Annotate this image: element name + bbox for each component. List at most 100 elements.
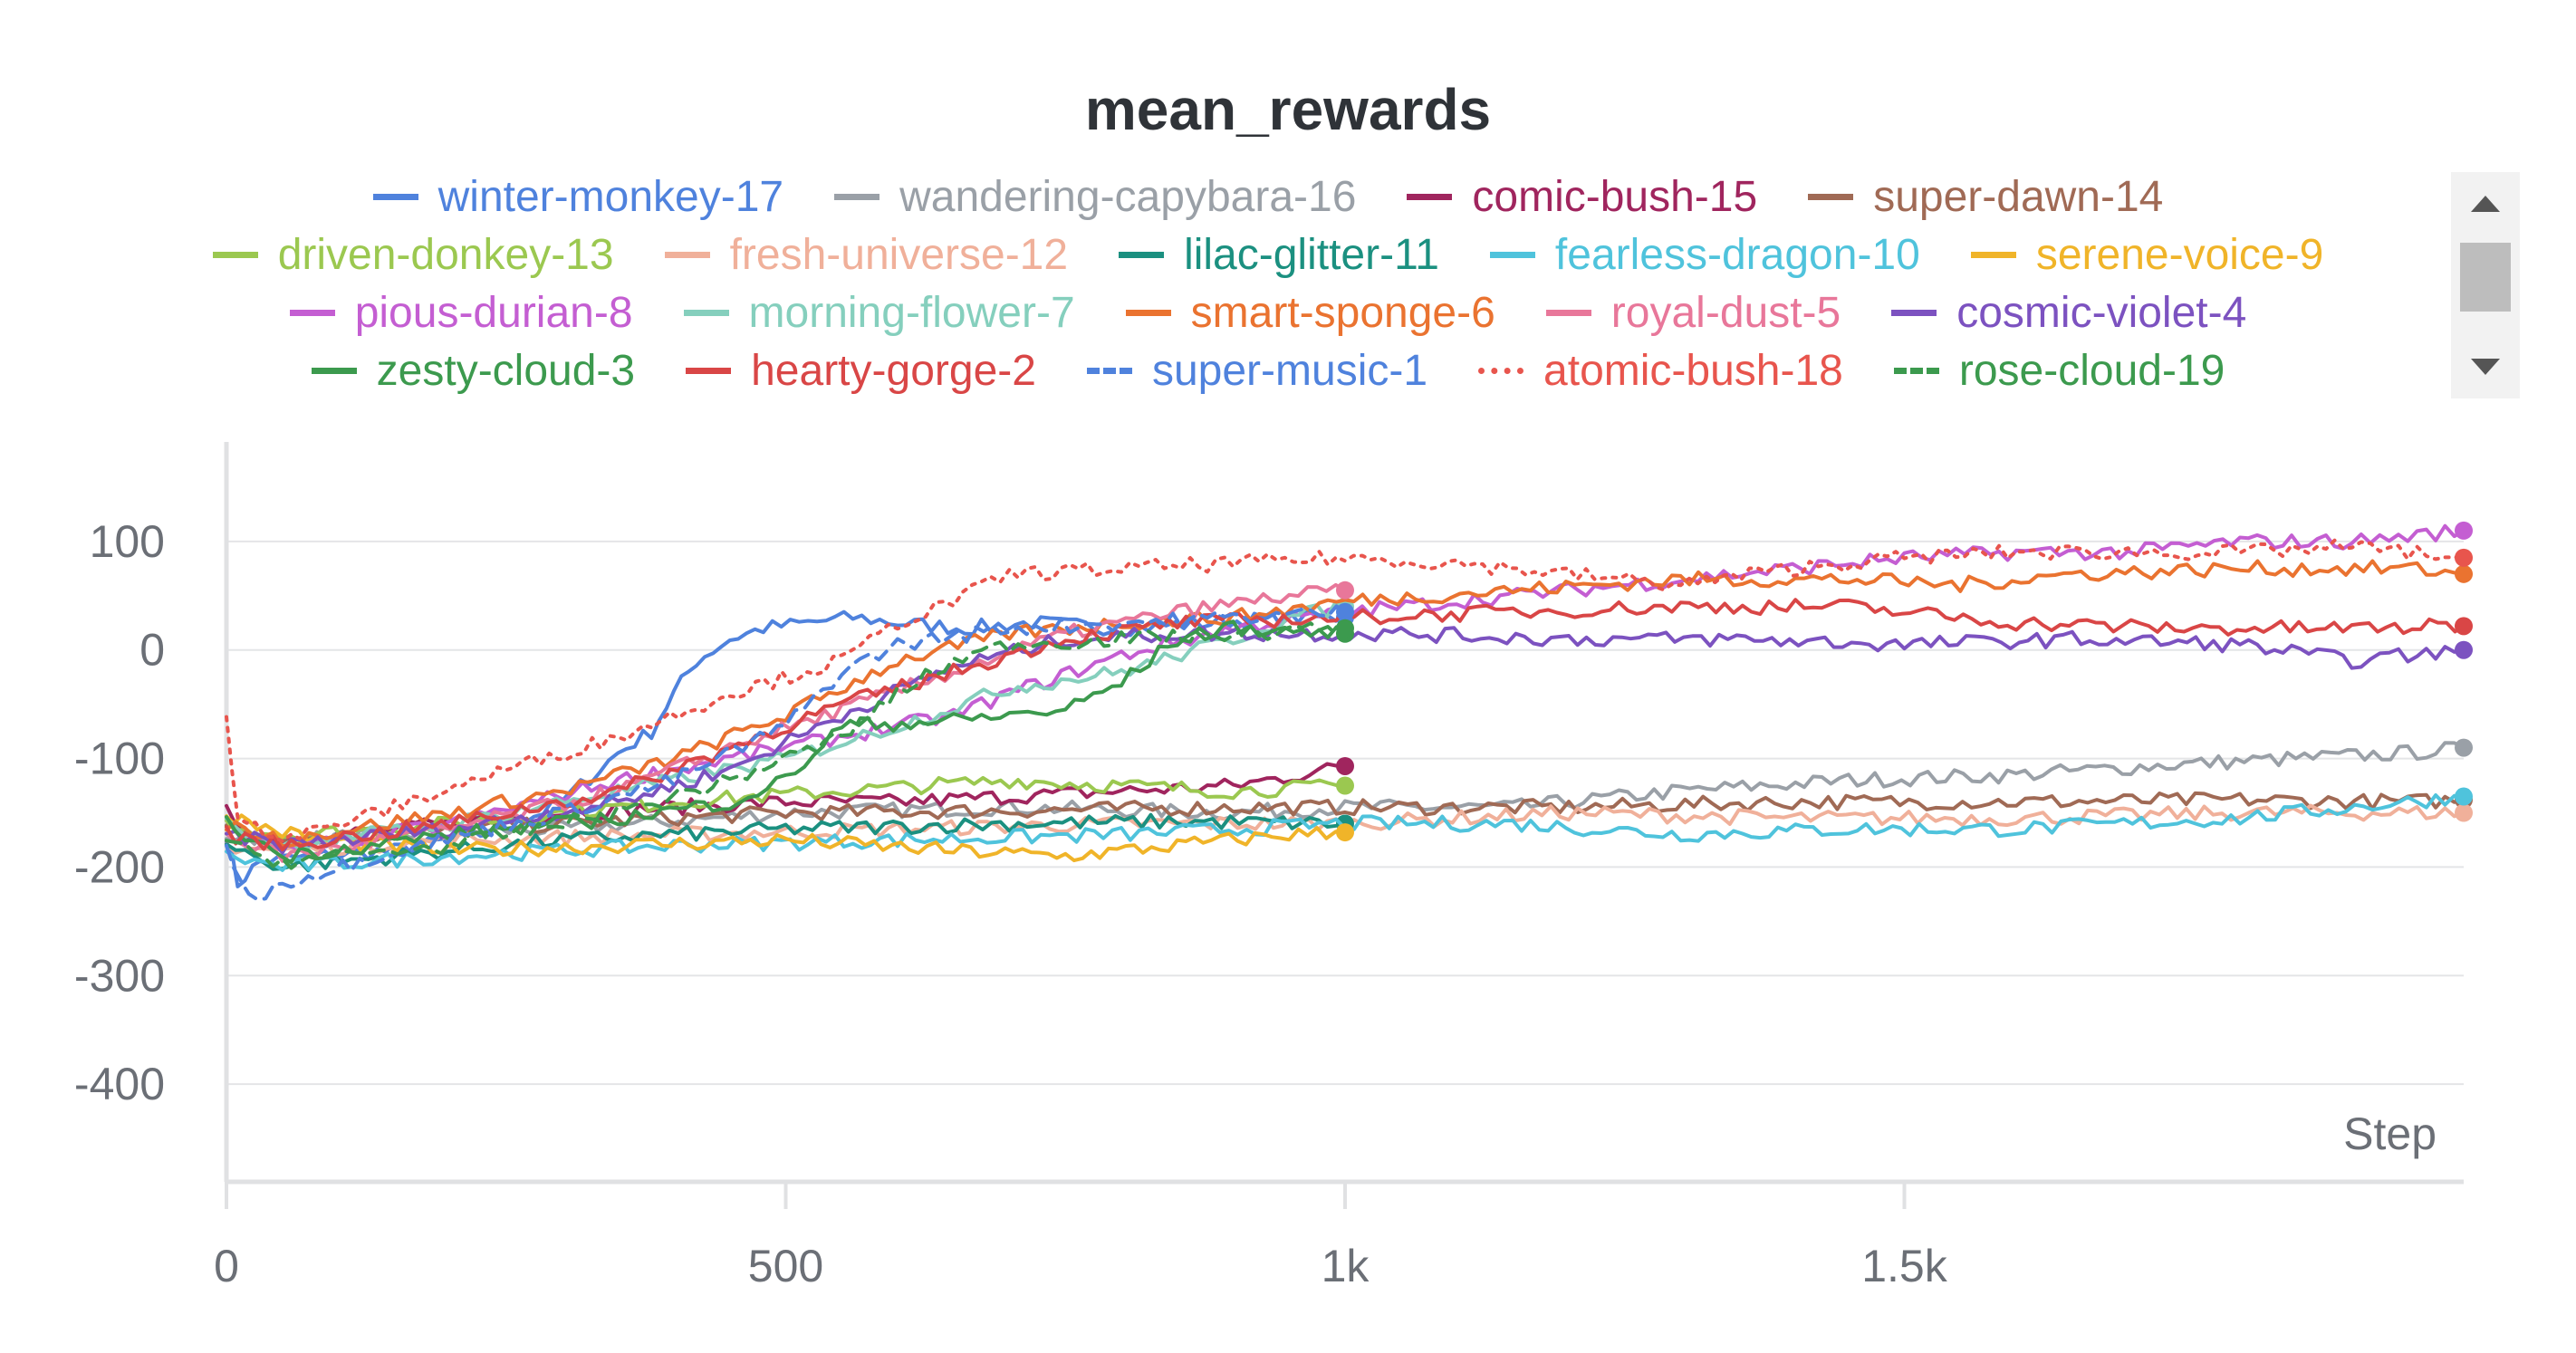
series-line-winter-monkey-17: [225, 608, 1347, 888]
series-line-rose-cloud-19: [225, 621, 1347, 870]
legend-row: winter-monkey-17 wandering-capybara-16 com…: [109, 168, 2427, 226]
legend-swatch: [212, 251, 258, 258]
legend-row: pious-durian-8 morning-flower-7 smart-spon…: [109, 283, 2427, 341]
y-tick-label: -100: [74, 734, 165, 784]
series-end-marker-fearless-dragon-10: [2455, 787, 2473, 806]
scroll-down-icon[interactable]: [2471, 359, 2500, 375]
legend-swatch: [683, 309, 729, 316]
legend-item[interactable]: driven-donkey-13: [212, 230, 614, 280]
y-tick-label: 100: [90, 516, 165, 567]
series-end-marker-comic-bush-15: [1336, 756, 1354, 775]
legend-swatch: [1489, 251, 1535, 258]
legend-item[interactable]: zesty-cloud-3: [311, 346, 635, 396]
legend-label: smart-sponge-6: [1190, 288, 1495, 337]
series-end-marker-pious-durian-8: [2455, 521, 2473, 540]
legend-item[interactable]: serene-voice-9: [1970, 230, 2324, 280]
series-end-marker-super-music-1: [1336, 602, 1354, 621]
x-tick-label: 500: [748, 1241, 823, 1291]
legend-label: royal-dust-5: [1610, 288, 1841, 337]
legend-label: lilac-glitter-11: [1184, 230, 1439, 279]
legend-item[interactable]: fearless-dragon-10: [1489, 230, 1920, 280]
legend-item[interactable]: winter-monkey-17: [372, 172, 784, 222]
legend-item[interactable]: rose-cloud-19: [1893, 346, 2225, 396]
series-line-super-music-1: [225, 604, 1347, 902]
legend-item[interactable]: wandering-capybara-16: [834, 172, 1356, 222]
legend-label: rose-cloud-19: [1958, 346, 2225, 395]
legend-label: pious-durian-8: [354, 288, 633, 337]
legend-swatch: [289, 309, 335, 316]
scroll-up-icon[interactable]: [2471, 196, 2500, 212]
series-line-atomic-bush-18: [225, 538, 2465, 843]
legend-label: cosmic-violet-4: [1956, 288, 2247, 337]
legend-swatch: [686, 367, 732, 374]
chart-title: mean_rewards: [1084, 77, 1492, 142]
scroll-thumb[interactable]: [2460, 243, 2511, 312]
legend-swatch: [1970, 251, 2016, 258]
legend-item[interactable]: comic-bush-15: [1407, 172, 1757, 222]
legend-item[interactable]: cosmic-violet-4: [1891, 288, 2246, 338]
legend-item[interactable]: fresh-universe-12: [664, 230, 1069, 280]
x-tick-label: 0: [214, 1241, 239, 1291]
series-end-marker-atomic-bush-18: [2455, 548, 2473, 567]
x-tick-label: 1k: [1322, 1241, 1370, 1291]
legend-item[interactable]: super-dawn-14: [1808, 172, 2163, 222]
legend-swatch: [664, 251, 710, 258]
legend-label: serene-voice-9: [2035, 230, 2324, 279]
legend-swatch: [1893, 367, 1939, 374]
series-end-marker-rose-cloud-19: [1336, 619, 1354, 638]
legend-row: driven-donkey-13 fresh-universe-12 lilac-g…: [109, 226, 2427, 283]
series-line-smart-sponge-6: [225, 559, 2465, 849]
legend-swatch: [311, 367, 357, 374]
series-end-marker-fresh-universe-12: [2455, 803, 2473, 822]
y-tick-label: -400: [74, 1059, 165, 1109]
legend-swatch: [1119, 251, 1165, 258]
legend-label: super-dawn-14: [1873, 172, 2164, 221]
legend-item[interactable]: super-music-1: [1086, 346, 1428, 396]
series-line-super-dawn-14: [225, 791, 2465, 848]
legend: winter-monkey-17 wandering-capybara-16 com…: [109, 163, 2427, 408]
legend-label: hearty-gorge-2: [751, 346, 1036, 395]
series-end-marker-smart-sponge-6: [2455, 564, 2473, 583]
legend-label: atomic-bush-18: [1543, 346, 1843, 395]
legend-label: fresh-universe-12: [729, 230, 1069, 279]
legend-label: winter-monkey-17: [437, 172, 784, 221]
legend-swatch: [1478, 367, 1524, 374]
x-tick-label: 1.5k: [1861, 1241, 1948, 1291]
series-line-serene-voice-9: [225, 813, 1347, 863]
legend-item[interactable]: atomic-bush-18: [1478, 346, 1843, 396]
legend-item[interactable]: lilac-glitter-11: [1119, 230, 1439, 280]
y-tick-label: -300: [74, 950, 165, 1001]
legend-label: comic-bush-15: [1472, 172, 1758, 221]
x-axis-label: Step: [2343, 1108, 2437, 1159]
legend-swatch: [1086, 367, 1132, 374]
series-end-marker-royal-dust-5: [1336, 581, 1354, 600]
legend-label: morning-flower-7: [748, 288, 1075, 337]
legend-item[interactable]: royal-dust-5: [1545, 288, 1841, 338]
legend-scrollbar[interactable]: [2451, 172, 2520, 398]
legend-swatch: [1545, 309, 1591, 316]
legend-swatch: [1407, 193, 1453, 200]
legend-item[interactable]: smart-sponge-6: [1125, 288, 1495, 338]
series-end-marker-driven-donkey-13: [1336, 776, 1354, 795]
legend-item[interactable]: morning-flower-7: [683, 288, 1075, 338]
legend-swatch: [1808, 193, 1854, 200]
legend-item[interactable]: pious-durian-8: [289, 288, 633, 338]
legend-label: driven-donkey-13: [277, 230, 614, 279]
y-tick-label: -200: [74, 841, 165, 892]
series-end-marker-cosmic-violet-4: [2455, 640, 2473, 659]
series-end-marker-wandering-capybara-16: [2455, 738, 2473, 757]
series-line-zesty-cloud-3: [225, 619, 1347, 865]
y-tick-label: 0: [139, 625, 165, 676]
series-end-marker-serene-voice-9: [1336, 823, 1354, 842]
series-line-wandering-capybara-16: [225, 741, 2465, 849]
legend-row: zesty-cloud-3 hearty-gorge-2 super-music-1…: [109, 341, 2427, 399]
legend-label: fearless-dragon-10: [1554, 230, 1920, 279]
series-end-marker-hearty-gorge-2: [2455, 617, 2473, 636]
legend-label: wandering-capybara-16: [899, 172, 1357, 221]
legend-label: super-music-1: [1151, 346, 1428, 395]
legend-item[interactable]: hearty-gorge-2: [686, 346, 1036, 396]
legend-swatch: [372, 193, 418, 200]
legend-swatch: [1125, 309, 1171, 316]
